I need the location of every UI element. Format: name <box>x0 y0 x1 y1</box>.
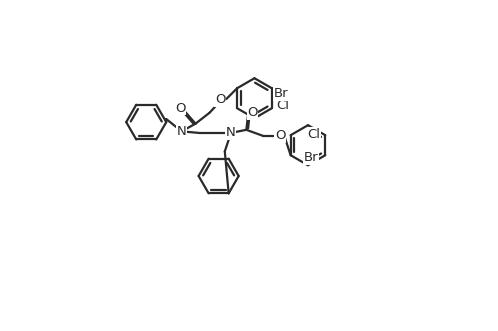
Text: Br: Br <box>304 151 318 164</box>
Text: O: O <box>248 106 258 119</box>
Text: O: O <box>175 102 185 115</box>
Text: Br: Br <box>274 87 288 100</box>
Text: O: O <box>215 93 226 106</box>
Text: N: N <box>177 125 187 138</box>
Text: N: N <box>226 126 236 139</box>
Text: O: O <box>275 129 285 142</box>
Text: Cl: Cl <box>308 128 321 141</box>
Text: Cl: Cl <box>276 99 289 112</box>
